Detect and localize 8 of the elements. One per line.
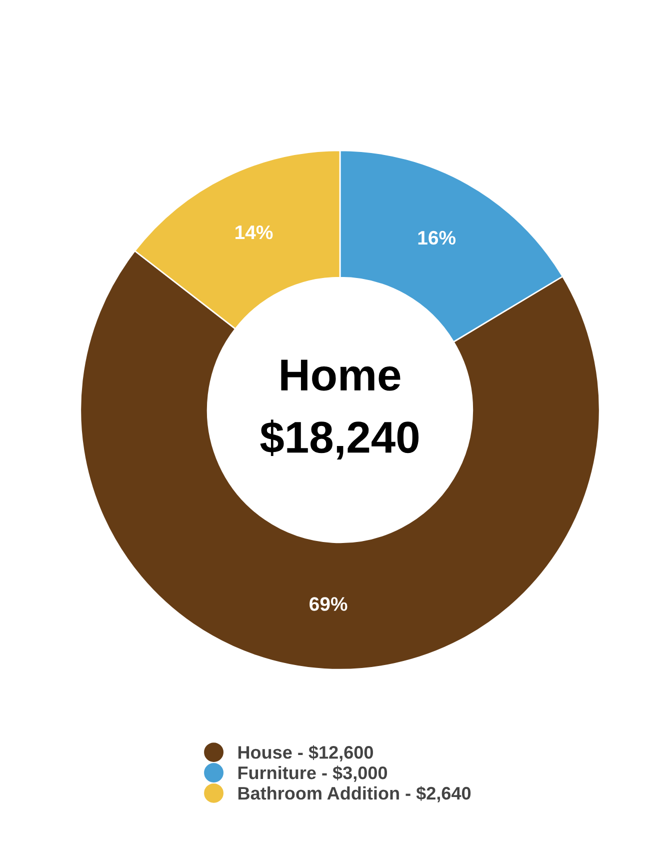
text: $18,240 xyxy=(260,420,419,460)
legend-label: Bathroom Addition - $2,640 xyxy=(238,786,471,802)
text: Home xyxy=(281,360,400,391)
legend-label: House - $12,600 xyxy=(238,745,373,762)
legend-label: Furniture - $3,000 xyxy=(238,766,388,782)
data-label: 69% xyxy=(310,597,348,611)
data-label: 16% xyxy=(418,230,456,245)
data-label: 14% xyxy=(236,225,273,240)
